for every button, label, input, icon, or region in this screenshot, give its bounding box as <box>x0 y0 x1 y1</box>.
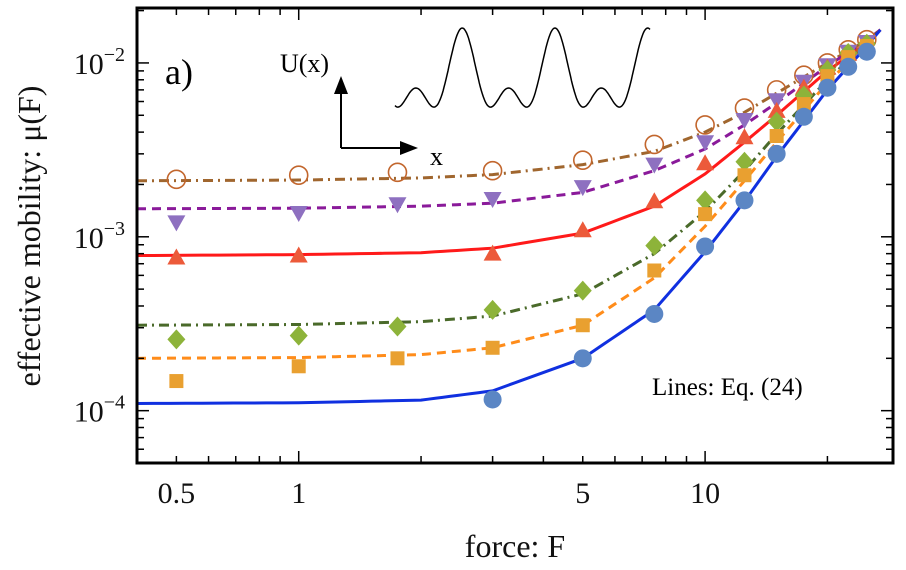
marker-circle <box>818 78 837 97</box>
x-tick-label: 0.5 <box>158 477 196 510</box>
inset-x-arrow-icon <box>400 141 418 155</box>
marker-triangle-up <box>696 154 715 171</box>
marker-diamond <box>735 151 754 172</box>
marker-square <box>698 207 713 222</box>
marker-diamond <box>289 325 308 346</box>
marker-triangle-down <box>289 206 308 223</box>
marker-triangle-up <box>645 192 664 209</box>
inset-ylabel: U(x) <box>280 49 329 78</box>
marker-circle <box>767 144 786 163</box>
x-tick-label: 1 <box>291 477 306 510</box>
y-tick-label: 10−3 <box>74 218 125 255</box>
marker-circle <box>483 390 502 409</box>
x-tick-label: 5 <box>575 477 590 510</box>
marker-triangle-down <box>573 180 592 197</box>
marker-open-circle <box>482 160 503 181</box>
marker-open-circle <box>288 165 309 186</box>
marker-diamond <box>573 280 592 301</box>
marker-square <box>796 97 811 112</box>
marker-triangle-down <box>767 93 786 110</box>
marker-triangle-up <box>167 248 186 265</box>
marker-circle <box>839 57 858 76</box>
marker-diamond <box>645 235 664 256</box>
x-axis-label: force: F <box>465 528 565 564</box>
marker-square <box>485 340 500 355</box>
marker-square <box>390 351 405 366</box>
inset-wave <box>394 27 651 108</box>
annotation-lines-eq: Lines: Eq. (24) <box>652 374 803 401</box>
marker-circle <box>573 349 592 368</box>
fit-line-4 <box>136 28 882 360</box>
marker-circle <box>794 107 813 126</box>
marker-diamond <box>696 190 715 211</box>
inset-potential: U(x) x <box>280 27 651 171</box>
marker-open-circle <box>572 150 593 170</box>
marker-triangle-down <box>483 191 502 208</box>
marker-triangle-up <box>483 244 502 261</box>
plot-frame <box>135 6 895 465</box>
panel-label: a) <box>165 52 193 92</box>
marker-triangle-up <box>767 101 786 118</box>
x-tick-label: 10 <box>690 477 720 510</box>
marker-circle <box>857 42 876 61</box>
marker-diamond <box>388 316 407 337</box>
marker-diamond <box>767 111 786 132</box>
marker-square <box>737 168 752 183</box>
inset-y-arrow-icon <box>334 76 348 94</box>
marker-triangle-down <box>388 197 407 214</box>
fit-line-2 <box>136 28 882 258</box>
marker-square <box>169 374 184 389</box>
marker-triangle-up <box>289 246 308 263</box>
fit-line-1 <box>136 28 882 211</box>
data-markers <box>166 29 877 409</box>
marker-triangle-down <box>645 157 664 174</box>
marker-square <box>647 263 662 278</box>
marker-triangle-down <box>735 112 754 129</box>
marker-circle <box>735 191 754 210</box>
y-tick-label: 10−2 <box>74 44 125 81</box>
marker-circle <box>696 237 715 256</box>
y-tick-label: 10−4 <box>74 392 125 429</box>
marker-triangle-up <box>735 128 754 145</box>
axis-ticks: 0.5 1 5 10 10−4 10−3 10−2 <box>74 8 893 510</box>
marker-triangle-up <box>573 221 592 238</box>
inset-xlabel: x <box>430 142 443 171</box>
marker-diamond <box>167 329 186 350</box>
marker-open-circle <box>166 169 187 190</box>
marker-square <box>575 318 590 333</box>
marker-open-circle <box>644 134 665 155</box>
fit-line-3 <box>136 28 882 327</box>
y-axis-label: effective mobility: μ(F) <box>11 86 47 387</box>
marker-square <box>769 128 784 143</box>
marker-open-circle <box>387 162 408 183</box>
marker-circle <box>645 304 664 323</box>
marker-triangle-down <box>696 135 715 152</box>
marker-open-circle <box>695 115 715 135</box>
marker-diamond <box>483 299 502 320</box>
marker-square <box>291 359 306 374</box>
marker-triangle-down <box>167 215 186 232</box>
